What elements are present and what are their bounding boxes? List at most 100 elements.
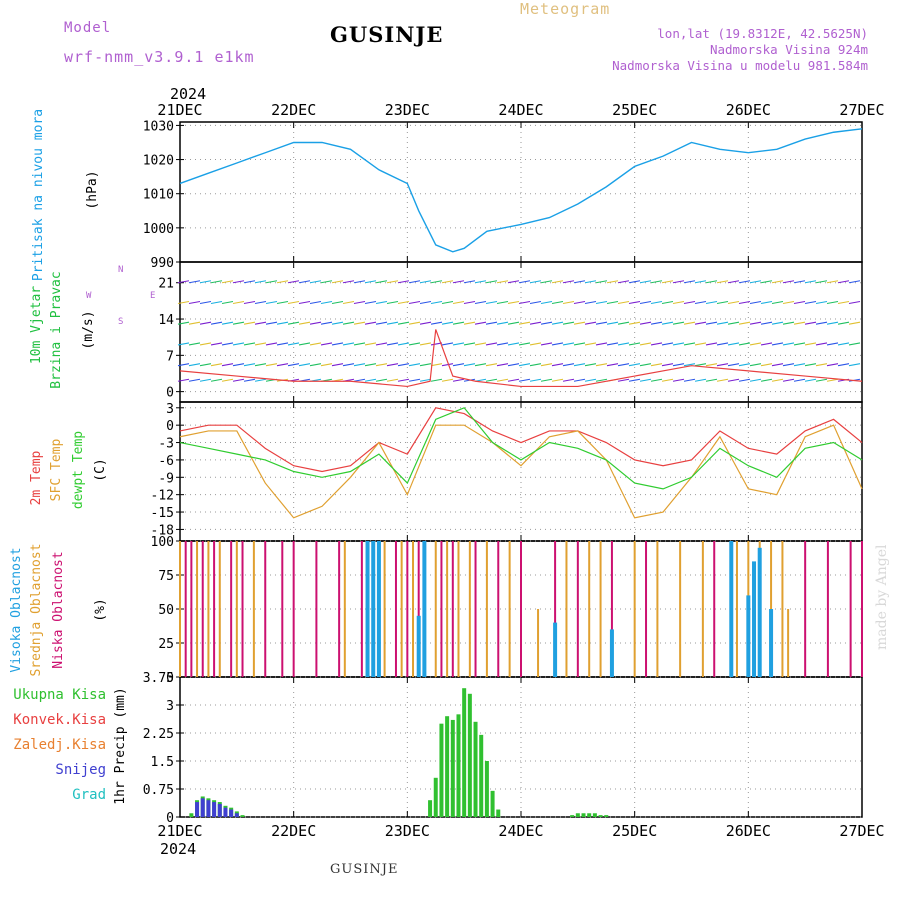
wind-arrow <box>188 378 201 382</box>
wind-arrow <box>628 280 641 284</box>
wind-arrow <box>342 342 355 346</box>
year-bottom: 2024 <box>160 840 196 858</box>
wind-arrow <box>595 342 608 346</box>
wind-arrow <box>716 342 729 346</box>
cloud-bar-2 <box>729 541 734 677</box>
wind-speed-line <box>179 329 863 388</box>
wind-arrow <box>606 363 619 367</box>
wind-arrow <box>210 321 223 325</box>
wind-arrow <box>749 321 762 325</box>
wind-arrow <box>463 280 476 284</box>
wind-arrow <box>386 363 399 367</box>
wind-arrow <box>617 321 630 325</box>
precip-bar-0 <box>240 815 245 817</box>
wind-arrow <box>683 363 696 367</box>
date-label-top: 24DEC <box>498 101 543 119</box>
wind-arrow <box>331 300 344 305</box>
wind-arrow <box>298 342 311 346</box>
wind-arrow <box>408 321 421 325</box>
wind-arrow <box>551 300 564 305</box>
cloud-bar-2 <box>416 615 421 677</box>
ytick-label-temperature: -15 <box>151 506 174 521</box>
ytick-label-wind: 7 <box>166 349 174 364</box>
wind-arrow <box>639 280 652 284</box>
wind-arrow <box>430 363 443 367</box>
wind-arrow <box>815 280 828 284</box>
wind-arrow <box>617 378 630 382</box>
date-label-bottom: 26DEC <box>726 822 771 840</box>
wind-arrow <box>232 280 245 284</box>
wind-arrow <box>727 342 740 346</box>
wind-arrow <box>782 378 795 382</box>
wind-arrow <box>386 342 399 346</box>
wind-arrow <box>221 280 234 284</box>
wind-arrow <box>221 363 234 367</box>
wind-arrow <box>518 300 531 305</box>
wind-arrow <box>463 321 476 325</box>
ytick-label-wind: 0 <box>166 386 174 401</box>
wind-arrow <box>595 280 608 284</box>
wind-arrow <box>661 300 674 305</box>
wind-arrow <box>738 342 751 346</box>
wind-arrow <box>650 378 663 382</box>
cloud-bar-0 <box>406 541 409 677</box>
wind-arrow <box>661 321 674 325</box>
wind-arrow <box>617 342 630 346</box>
precip-bar-0 <box>456 714 461 817</box>
pressure-unit: (hPa) <box>85 170 100 209</box>
precip-bar-0 <box>598 815 603 817</box>
precip-bar-0 <box>479 734 484 817</box>
cloud-bar-1 <box>179 541 181 677</box>
wind-arrow <box>496 363 509 367</box>
cloud-bar-0 <box>201 541 204 677</box>
wind-arrow <box>672 300 685 305</box>
wind-arrow <box>507 280 520 284</box>
wind-arrow <box>331 363 344 367</box>
wind-arrow <box>298 300 311 305</box>
wind-arrow <box>441 363 454 367</box>
wind-arrow <box>694 342 707 346</box>
wind-arrow <box>771 300 784 305</box>
ytick-label-clouds: 25 <box>158 637 174 652</box>
wind-arrow <box>298 363 311 367</box>
wind-arrow <box>672 363 685 367</box>
wind-arrow <box>793 342 806 346</box>
wind-arrow <box>705 321 718 325</box>
precip-legend-0: Ukupna Kisa <box>13 687 106 703</box>
precip-bar-0 <box>467 693 472 817</box>
ytick-label-temperature: -18 <box>151 523 174 538</box>
wind-arrow <box>430 378 443 382</box>
wind-arrow <box>562 342 575 346</box>
wind-arrow <box>485 342 498 346</box>
date-label-bottom: 24DEC <box>498 822 543 840</box>
wind-arrow <box>771 280 784 284</box>
wind-arrow <box>507 363 520 367</box>
cloud-unit: (%) <box>93 598 108 621</box>
wind-arrow <box>650 300 663 305</box>
tsfc-ylabel: SFC Temp <box>49 439 64 502</box>
cloud-bar-1 <box>343 541 346 677</box>
wind-arrow <box>452 321 465 325</box>
wind-arrow <box>496 321 509 325</box>
wind-arrow <box>265 300 278 305</box>
wind-arrow <box>628 321 641 325</box>
wind-arrow <box>353 321 366 325</box>
wind-arrow <box>694 363 707 367</box>
cloud-bar-1 <box>508 541 511 677</box>
cloud-bar-0 <box>394 541 397 677</box>
ytick-label-pressure: 1010 <box>143 188 174 203</box>
cloud-mid-ylabel: Srednja Oblacnost <box>29 543 44 676</box>
cloud-bar-1 <box>434 541 437 677</box>
wind-arrow <box>617 363 630 367</box>
wind-arrow <box>738 300 751 305</box>
wind-arrow <box>694 300 707 305</box>
compass-e: E <box>150 291 155 301</box>
precip-bar-1 <box>217 803 222 817</box>
wind-arrow <box>386 280 399 284</box>
wind-arrow <box>595 378 608 382</box>
wind-arrow <box>397 363 410 367</box>
wind-arrow <box>232 342 245 346</box>
wind-arrow <box>551 342 564 346</box>
cloud-bar-1 <box>599 541 602 677</box>
wind-arrow <box>353 280 366 284</box>
